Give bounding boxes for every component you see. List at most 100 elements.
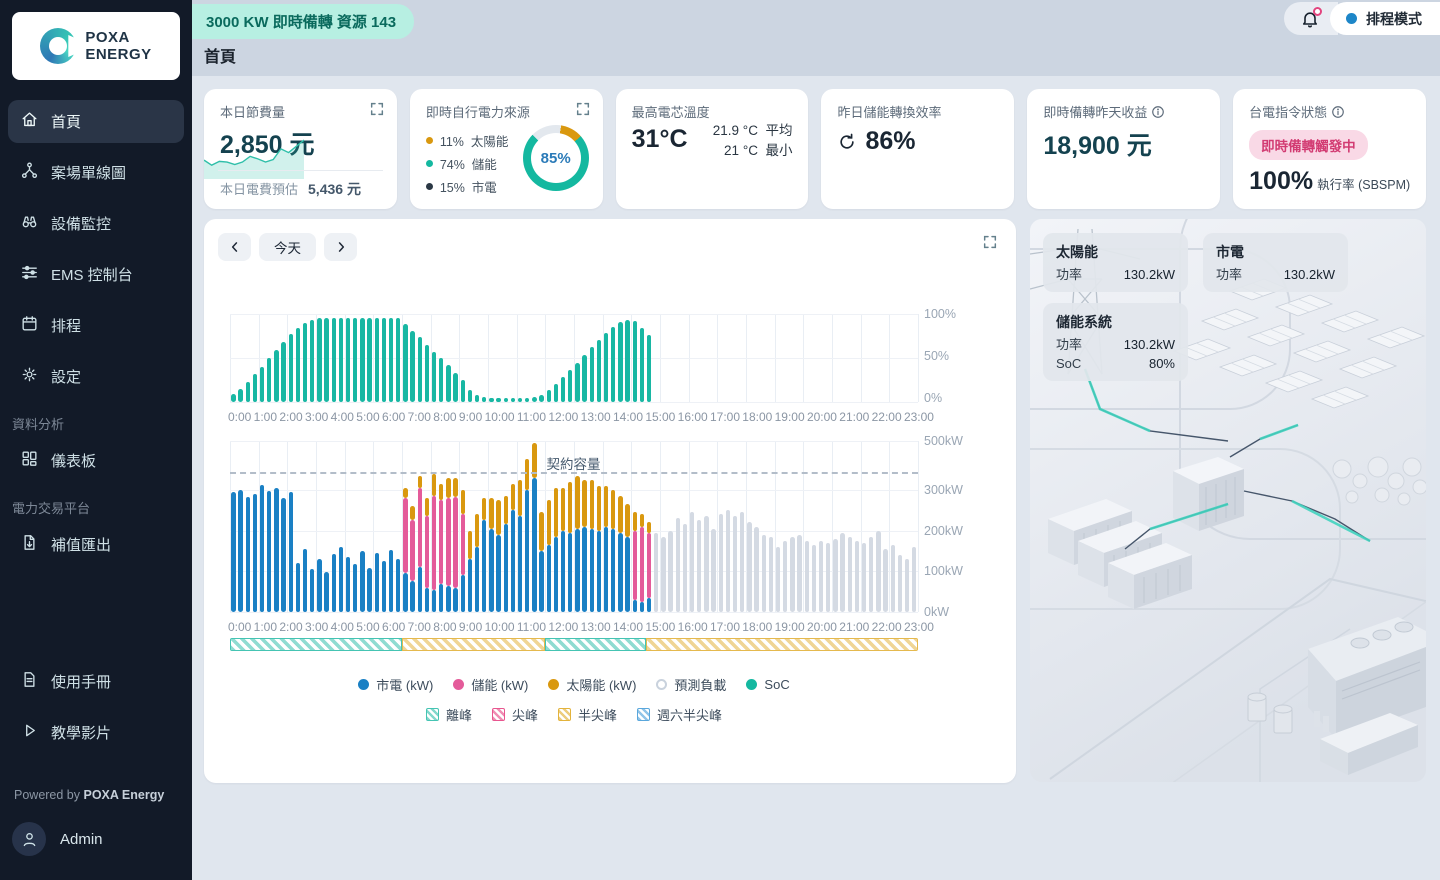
power-bar (503, 524, 508, 612)
sidebar-item-7[interactable]: 儀表板 (8, 439, 184, 482)
legend-item[interactable]: 太陽能 (kW) (548, 675, 636, 694)
notifications-button[interactable] (1284, 2, 1338, 35)
power-bar (618, 532, 623, 612)
x-tick: 9:00 (458, 410, 483, 424)
legend-item[interactable]: SoC (746, 677, 790, 692)
power-bar (553, 536, 559, 612)
x-tick: 18:00 (742, 410, 773, 424)
forecast-bar (811, 544, 817, 612)
kpi-card-self-power: 即時自行電力來源 11% 太陽能 74% 儲能 15% 市電 85% (409, 89, 603, 209)
expand-icon[interactable] (369, 101, 385, 122)
x-tick: 10:00 (484, 620, 515, 634)
power-bar (611, 489, 616, 529)
mode-indicator[interactable]: 排程模式 (1330, 2, 1440, 35)
sidebar-item-9[interactable]: 補值匯出 (8, 523, 184, 566)
soc-bar (367, 318, 372, 402)
soc-bar (582, 354, 587, 402)
forecast-bar (661, 536, 666, 612)
next-day-button[interactable] (324, 233, 357, 261)
x-tick: 8:00 (433, 620, 457, 634)
soc-chart[interactable] (230, 314, 919, 403)
power-bar (632, 512, 637, 531)
legend-label: SoC (764, 677, 790, 692)
power-y-tick: 500kW (924, 434, 963, 448)
soc-bar (632, 321, 637, 402)
soc-bar (267, 358, 272, 402)
forecast-bar (711, 528, 716, 612)
chevron-right-icon (338, 242, 344, 252)
tou-legend-item[interactable]: 半尖峰 (558, 705, 617, 724)
power-bar (568, 481, 573, 533)
x-tick: 3:00 (304, 410, 329, 424)
power-bar (345, 557, 351, 612)
kpi-card-efficiency: 昨日儲能轉換效率 86% (821, 89, 1015, 209)
today-button[interactable]: 今天 (259, 233, 316, 261)
poxa-logo-icon (40, 28, 77, 64)
soc-y-tick: 100% (924, 307, 956, 321)
soc-bar (259, 366, 265, 402)
x-tick: 3:00 (304, 620, 329, 634)
file-export-icon (20, 533, 39, 556)
bell-icon (1302, 11, 1318, 27)
expand-icon[interactable] (982, 234, 998, 255)
power-bar (460, 514, 465, 576)
soc-bar (374, 318, 379, 402)
tou-legend-item[interactable]: 週六半尖峰 (637, 705, 722, 724)
sidebar-item-label: 設定 (51, 369, 82, 386)
gear-icon (20, 365, 39, 388)
hatch-swatch (558, 708, 571, 721)
power-bar (646, 522, 652, 533)
info-icon[interactable] (1331, 105, 1345, 122)
x-tick: 4:00 (330, 410, 354, 424)
soc-bar (252, 374, 258, 402)
legend-item[interactable]: 預測負載 (656, 675, 726, 694)
power-bar (596, 485, 602, 531)
soc-bar (424, 344, 430, 402)
x-tick: 1:00 (253, 410, 278, 424)
manual-icon (20, 670, 39, 693)
expand-icon[interactable] (575, 101, 591, 122)
sidebar-item-0[interactable]: 首頁 (8, 100, 184, 143)
x-tick: 2:00 (279, 410, 303, 424)
tou-legend-item[interactable]: 離峰 (425, 705, 472, 724)
power-bar (582, 526, 587, 612)
sidebar-item-4[interactable]: 排程 (8, 304, 184, 347)
tou-legend-item[interactable]: 尖峰 (491, 705, 538, 724)
power-bar (589, 528, 594, 612)
x-tick: 13:00 (580, 620, 611, 634)
power-chart[interactable]: 契約容量 (230, 441, 919, 613)
x-tick: 7:00 (407, 620, 431, 634)
legend-label: 尖峰 (511, 708, 538, 723)
soc-bar (510, 397, 516, 402)
forecast-bar (840, 532, 845, 612)
soc-bar (353, 318, 358, 402)
sidebar-footer-item-0[interactable]: 使用手冊 (8, 660, 184, 703)
x-tick: 14:00 (612, 410, 644, 424)
legend-dot (425, 137, 433, 144)
sidebar-item-label: 案場單線圖 (51, 165, 127, 182)
power-bar (496, 534, 501, 612)
power-bar (267, 490, 272, 612)
power-bar (560, 487, 566, 531)
power-bar (281, 498, 286, 612)
power-bar (546, 544, 551, 612)
user-menu[interactable]: Admin (8, 816, 184, 872)
x-tick: 1:00 (253, 620, 278, 634)
sidebar-item-2[interactable]: 設備監控 (8, 202, 184, 245)
power-bar (611, 528, 616, 612)
prev-day-button[interactable] (218, 233, 251, 261)
legend-item[interactable]: 儲能 (kW) (453, 675, 528, 694)
sidebar-item-1[interactable]: 案場單線圖 (8, 151, 184, 194)
soc-bar (360, 318, 365, 402)
info-icon[interactable] (1151, 105, 1165, 122)
x-tick: 14:00 (612, 620, 644, 634)
forecast-bar (704, 516, 709, 612)
sidebar-item-5[interactable]: 設定 (8, 355, 184, 398)
legend-item[interactable]: 市電 (kW) (358, 675, 433, 694)
sidebar-item-3[interactable]: EMS 控制台 (8, 253, 184, 296)
power-bar (489, 528, 494, 612)
savings-sparkline (204, 139, 304, 179)
sidebar-footer-item-1[interactable]: 教學影片 (8, 711, 184, 754)
power-bar (639, 514, 645, 527)
x-tick: 13:00 (580, 410, 611, 424)
